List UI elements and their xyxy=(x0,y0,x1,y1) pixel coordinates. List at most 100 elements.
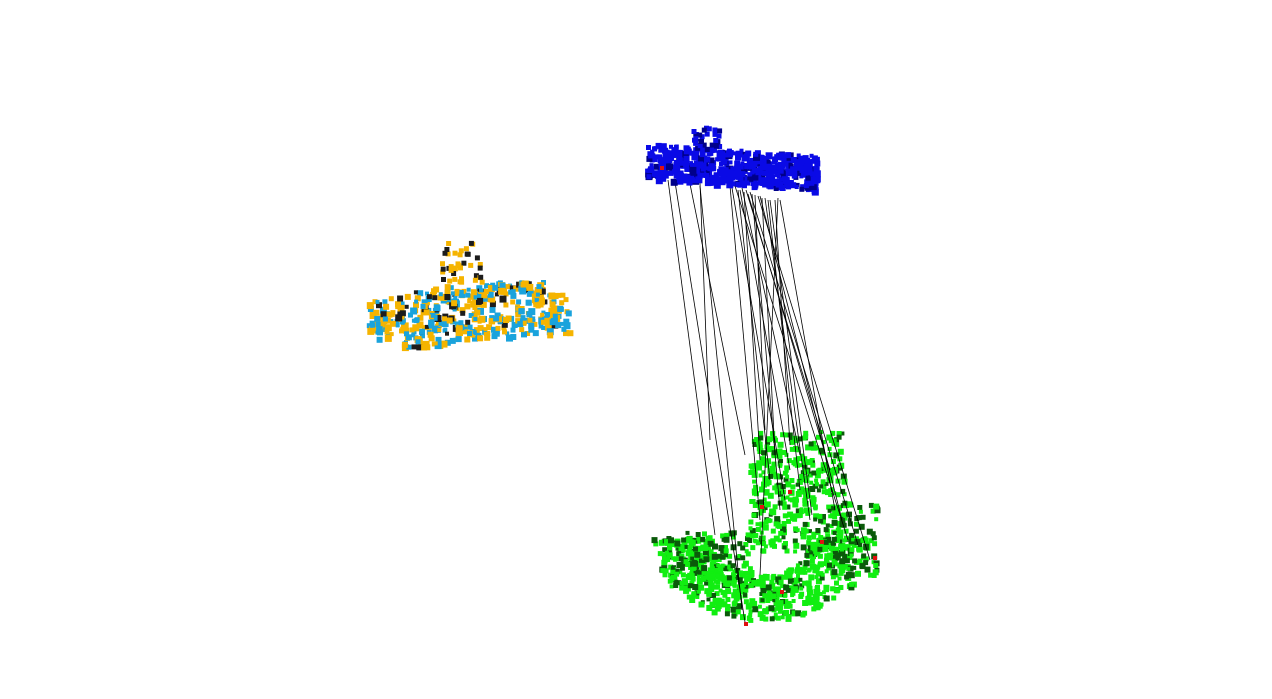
target-point xyxy=(833,587,840,594)
target-point xyxy=(696,575,701,580)
source-point-cloud xyxy=(645,125,821,196)
aligned-point xyxy=(399,328,404,334)
target-point xyxy=(733,595,739,601)
source-point xyxy=(811,158,816,164)
target-point xyxy=(837,448,844,455)
target-point xyxy=(727,564,733,570)
target-point xyxy=(745,536,750,541)
target-point xyxy=(662,556,668,563)
target-point xyxy=(798,509,804,515)
target-point xyxy=(819,484,824,489)
aligned-point xyxy=(405,334,412,341)
source-point xyxy=(709,142,715,148)
aligned-point xyxy=(517,321,524,328)
source-point xyxy=(684,166,691,172)
target-point xyxy=(702,531,707,537)
aligned-point xyxy=(395,305,400,310)
target-point xyxy=(837,564,842,569)
target-point xyxy=(785,481,792,488)
target-point xyxy=(670,565,675,570)
aligned-point xyxy=(414,317,420,323)
aligned-point xyxy=(532,330,539,337)
target-point xyxy=(764,501,771,508)
aligned-point xyxy=(489,296,496,303)
source-point xyxy=(685,146,691,152)
target-point xyxy=(669,576,675,582)
target-point xyxy=(725,597,731,602)
target-point xyxy=(777,523,782,529)
target-point xyxy=(784,465,790,471)
target-point xyxy=(681,537,687,543)
target-point xyxy=(737,594,743,600)
target-point xyxy=(752,469,758,475)
aligned-point xyxy=(413,302,419,309)
aligned-point xyxy=(519,327,525,333)
aligned-point xyxy=(477,294,483,299)
keypoint-markers xyxy=(660,166,877,626)
target-point xyxy=(760,578,766,584)
target-point xyxy=(789,446,795,452)
target-point xyxy=(816,488,821,493)
target-point xyxy=(798,480,803,485)
aligned-point xyxy=(482,295,489,302)
target-point xyxy=(835,492,841,498)
target-point xyxy=(825,536,832,543)
target-point xyxy=(856,546,863,553)
target-point xyxy=(854,521,859,527)
target-point xyxy=(806,585,813,592)
aligned-point xyxy=(433,286,440,293)
target-point xyxy=(813,548,819,554)
source-point xyxy=(795,182,800,187)
source-point xyxy=(810,177,818,185)
target-point xyxy=(856,559,862,565)
source-point xyxy=(741,154,749,162)
target-point xyxy=(777,600,784,607)
target-point xyxy=(779,605,783,610)
aligned-point xyxy=(448,264,454,270)
aligned-point xyxy=(416,344,423,351)
target-point xyxy=(847,550,854,556)
aligned-point xyxy=(563,322,571,330)
target-point xyxy=(787,570,792,575)
aligned-point xyxy=(419,328,425,335)
aligned-point xyxy=(546,328,554,336)
aligned-point xyxy=(510,299,516,305)
target-point xyxy=(789,497,795,503)
aligned-point xyxy=(383,303,390,310)
source-point xyxy=(699,151,706,158)
target-point xyxy=(874,507,881,514)
target-point xyxy=(808,529,812,534)
source-point xyxy=(704,147,710,152)
target-point xyxy=(727,560,732,565)
source-point xyxy=(768,170,774,176)
source-point xyxy=(810,171,816,177)
aligned-point xyxy=(430,313,435,318)
source-point xyxy=(646,155,653,162)
source-point xyxy=(697,143,703,149)
target-point xyxy=(805,596,811,602)
target-point xyxy=(849,553,854,558)
target-point xyxy=(802,497,808,503)
aligned-point xyxy=(474,255,480,261)
target-point xyxy=(827,472,833,478)
target-point xyxy=(798,577,803,582)
target-point xyxy=(809,596,815,602)
target-point xyxy=(653,541,659,547)
target-point xyxy=(743,542,749,547)
target-point xyxy=(795,568,801,574)
aligned-point xyxy=(461,288,467,294)
target-point xyxy=(756,441,763,448)
aligned-point xyxy=(505,284,511,290)
source-point xyxy=(767,182,773,188)
source-point xyxy=(803,183,809,189)
correspondence-line xyxy=(737,189,771,481)
aligned-point xyxy=(441,277,446,282)
target-point xyxy=(831,558,838,565)
target-point xyxy=(769,579,775,585)
target-point xyxy=(810,444,817,451)
target-point xyxy=(841,512,847,518)
target-point xyxy=(768,605,775,612)
aligned-point xyxy=(515,306,520,311)
target-point xyxy=(799,507,804,512)
